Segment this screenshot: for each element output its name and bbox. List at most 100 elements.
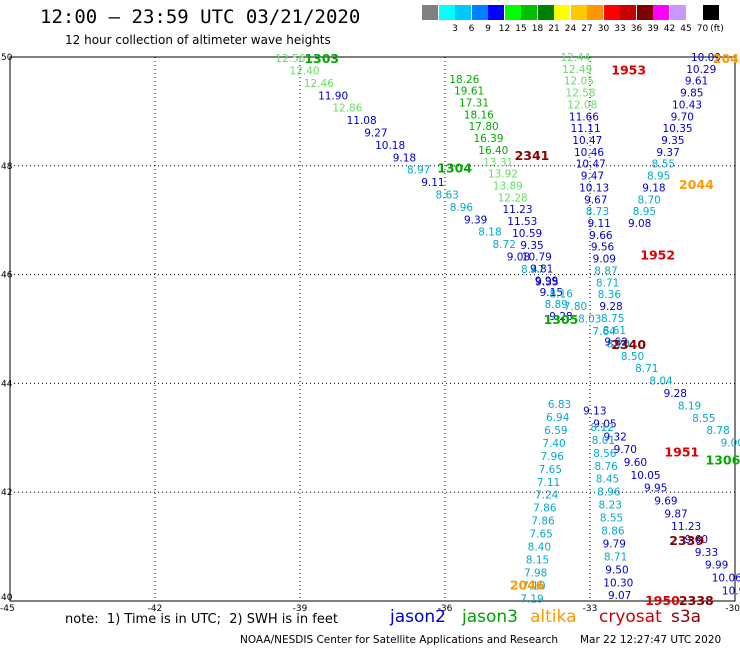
wave-height-value: 10.98 [722,585,740,597]
legend-swatch [554,5,570,20]
pass-id-label: 1305 [544,312,579,327]
wave-height-value: 8.86 [601,525,625,537]
wave-height-value: 9.47 [581,171,604,183]
wave-height-value: 10.47 [572,135,602,147]
wave-height-value: 9.87 [664,508,687,520]
wave-height-value: 11.66 [569,111,599,123]
wave-height-value: 9.08 [507,252,530,264]
wave-height-value: 10.13 [579,182,609,194]
wave-height-value: 7.40 [542,438,565,450]
wave-height-value: 9.27 [364,128,387,140]
wave-height-value: 9.56 [591,242,615,254]
wave-height-value: 9.70 [614,444,637,456]
legend-unit: (ft) [710,24,724,34]
lat-tick-label: 40 [1,593,13,603]
wave-height-value: 11.08 [347,115,377,127]
legend-swatch [620,5,636,20]
wave-height-value: 11.90 [318,90,348,102]
legend-swatch [455,5,471,20]
wave-height-value: 8.97 [407,165,430,177]
map-subtitle: 12 hour collection of altimeter wave hei… [65,33,331,47]
legend-label: 12 [498,24,511,34]
wave-height-value: 9.60 [624,457,647,469]
wave-height-value: 9.60 [685,534,708,546]
wave-height-value: 7.64 [592,326,616,338]
wave-height-value: 10.79 [522,252,552,264]
wave-height-value: 9.35 [520,240,543,252]
legend-label: 36 [630,24,643,34]
wave-height-value: 9.79 [603,538,626,550]
wave-height-value: 8.15 [526,554,549,566]
wave-height-value: 8.95 [647,171,670,183]
legend-label: 27 [581,24,593,34]
wave-height-value: 12.58 [566,88,596,100]
pass-labels: 1303 1304 1953 2043 2341 2044 1952 1305 2340 1951… [304,51,740,608]
wave-height-value: 8.47 [521,264,544,276]
lat-tick-label: 50 [1,53,13,63]
wave-height-points: 12.5612.4012.4611.9012.8611.089.2710.189… [275,52,740,605]
lon-tick-label: -36 [438,604,453,614]
pass-id-label: 1950 [645,593,680,608]
legend-swatch [570,5,587,20]
wave-height-value: 9.05 [593,418,616,430]
wave-height-value: 17.80 [469,121,499,133]
wave-height-value: 10.30 [603,577,633,589]
wave-height-value: 8.56 [593,448,617,460]
wave-height-value: 19.61 [454,86,484,98]
wave-height-value: 16.39 [473,133,503,145]
wave-height-value: 8.45 [596,474,619,486]
wave-height-value: 8.87 [594,265,617,277]
pass-id-label: 2044 [679,177,714,192]
wave-height-value: 12.56 [275,53,305,65]
wave-height-value: 8.73 [586,206,609,218]
legend-label: 70 [696,24,709,34]
wave-height-value: 8.19 [678,400,701,412]
wave-height-value: 9.09 [593,254,616,266]
wave-height-value: 6.94 [546,412,570,424]
wave-height-value: 9.70 [671,111,694,123]
wave-height-value: 9.18 [642,182,665,194]
wave-height-value: 12.46 [304,78,334,90]
wave-height-value: 9.62 [604,337,627,349]
legend-swatch [603,5,620,20]
wave-height-value: 9.33 [695,547,718,559]
wave-height-value: 7.98 [524,567,547,579]
wave-height-value: 11.53 [507,216,537,228]
wave-height-value: 18.26 [449,74,479,86]
wave-height-value: 9.15 [540,287,563,299]
wave-height-value: 9.32 [603,431,626,443]
pass-id-label: 2341 [515,148,550,163]
pass-id-label: 1952 [640,247,675,262]
legend-swatch [438,5,455,20]
wave-height-value: 13.31 [483,157,513,169]
wave-height-value: 7.65 [529,529,552,541]
wave-height-value: 16.40 [478,145,508,157]
wave-height-value: 7.24 [535,490,559,502]
wave-height-value: 9.99 [705,560,728,572]
wave-height-value: 8.96 [597,487,621,499]
wave-height-value: 8.55 [692,413,715,425]
wave-height-value: 8.95 [633,206,656,218]
map-ticks: -45 -42 -39 -36 -33 -30 50 48 46 44 42 40 [0,53,740,614]
wave-height-value: 12.40 [290,65,320,77]
wave-height-value: 8.63 [435,190,458,202]
legend-swatch [686,5,702,20]
wave-height-value: 9.61 [685,76,708,88]
legend-swatch [504,5,521,20]
wave-height-value: 8.71 [635,363,658,375]
wave-height-value: 12.08 [567,99,597,111]
wave-height-value: 7.80 [564,301,587,313]
wave-height-value: 8.89 [544,299,567,311]
legend-swatch [537,5,554,20]
wave-height-value: 9.37 [656,147,679,159]
wave-height-value: 8.50 [621,351,644,363]
legend-swatch [521,5,537,20]
map-title: 12:00 – 23:59 UTC 03/21/2020 [40,6,361,28]
pass-id-label: 2339 [669,533,704,548]
legend-label: 30 [597,24,610,34]
generated-time: Mar 22 12:27:47 UTC 2020 [580,634,722,646]
wave-height-value: 8.23 [599,500,622,512]
lat-tick-label: 46 [1,271,13,281]
legend-swatch [587,5,603,20]
wave-height-value: 6.83 [548,399,571,411]
